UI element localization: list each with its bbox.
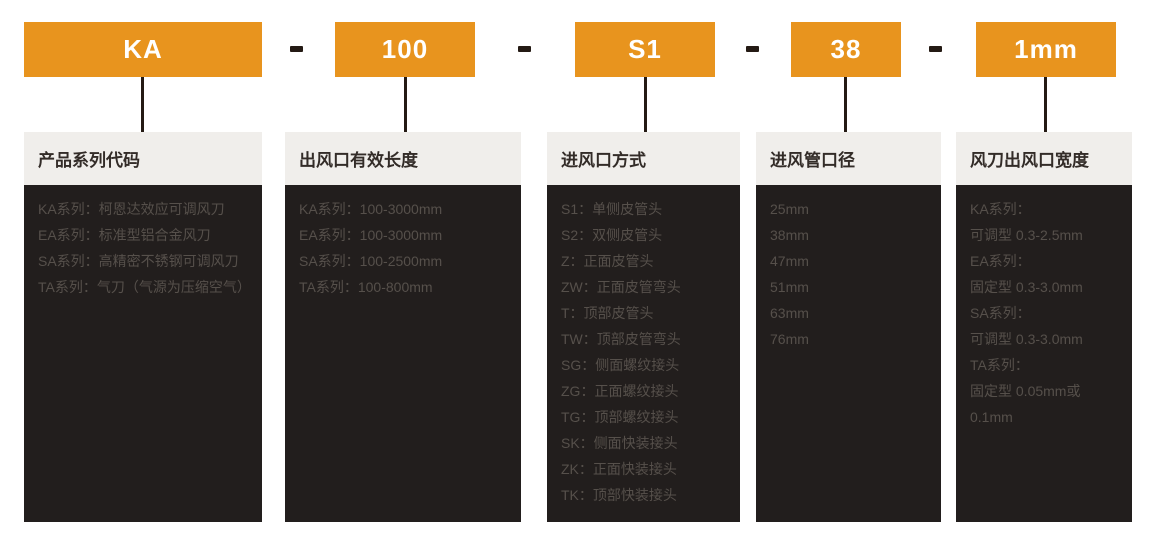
spec-line: EA系列：标准型铝合金风刀	[38, 227, 211, 243]
panel-outlet-width: 风刀出风口宽度 KA系列： 可调型 0.3-2.5mm EA系列： 固定型 0.3-3…	[956, 132, 1132, 522]
code-segment-length: 100	[335, 22, 475, 77]
panel-spec-list: KA系列：100-3000mm EA系列：100-3000mm SA系列：100-2…	[285, 185, 521, 522]
spec-line: T：顶部皮管头	[561, 305, 654, 321]
spec-line: S1：单侧皮管头	[561, 201, 663, 217]
connector-line	[844, 77, 847, 132]
spec-line: SA系列：	[970, 305, 1031, 321]
spec-line: KA系列：	[970, 201, 1031, 217]
code-separator	[746, 46, 759, 52]
spec-line: TW：顶部皮管弯头	[561, 331, 681, 347]
spec-line: EA系列：100-3000mm	[299, 227, 443, 243]
panel-outlet-effective-length: 出风口有效长度 KA系列：100-3000mm EA系列：100-3000mm SA…	[285, 132, 521, 522]
spec-line: TG：顶部螺纹接头	[561, 409, 679, 425]
panel-title: 进风管口径	[756, 132, 941, 185]
spec-line: TA系列：100-800mm	[299, 279, 433, 295]
code-separator	[290, 46, 303, 52]
connector-line	[141, 77, 144, 132]
spec-line: Z：正面皮管头	[561, 253, 654, 269]
panel-spec-list: KA系列： 可调型 0.3-2.5mm EA系列： 固定型 0.3-3.0mm SA系列…	[956, 185, 1132, 522]
connector-line	[1044, 77, 1047, 132]
panel-title: 出风口有效长度	[285, 132, 521, 185]
spec-line: TA系列：	[970, 357, 1029, 373]
connector-line	[644, 77, 647, 132]
code-segment-outlet-width: 1mm	[976, 22, 1116, 77]
spec-line: EA系列：	[970, 253, 1031, 269]
spec-line: 0.1mm	[970, 409, 1013, 425]
spec-line: 63mm	[770, 305, 809, 321]
spec-line: 25mm	[770, 201, 809, 217]
spec-line: 47mm	[770, 253, 809, 269]
spec-line: TK：顶部快装接头	[561, 487, 677, 503]
spec-line: TA系列：气刀（气源为压缩空气）	[38, 279, 251, 295]
spec-line: 51mm	[770, 279, 809, 295]
code-separator	[518, 46, 531, 52]
panel-title: 进风口方式	[547, 132, 740, 185]
spec-line: 38mm	[770, 227, 809, 243]
panel-title: 风刀出风口宽度	[956, 132, 1132, 185]
connector-line	[404, 77, 407, 132]
spec-line: 固定型 0.05mm或	[970, 383, 1081, 399]
panel-spec-list: KA系列：柯恩达效应可调风刀 EA系列：标准型铝合金风刀 SA系列：高精密不锈钢可调…	[24, 185, 262, 522]
panel-spec-list: 25mm 38mm 47mm 51mm 63mm 76mm	[756, 185, 941, 522]
spec-line: S2：双侧皮管头	[561, 227, 663, 243]
spec-line: SA系列：100-2500mm	[299, 253, 443, 269]
spec-line: SK：侧面快装接头	[561, 435, 678, 451]
spec-line: 固定型 0.3-3.0mm	[970, 279, 1083, 295]
spec-line: ZW：正面皮管弯头	[561, 279, 681, 295]
spec-line: SG：侧面螺纹接头	[561, 357, 680, 373]
panel-inlet-type: 进风口方式 S1：单侧皮管头 S2：双侧皮管头 Z：正面皮管头 ZW：正面皮管弯头 T：…	[547, 132, 740, 522]
spec-line: SA系列：高精密不锈钢可调风刀	[38, 253, 239, 269]
spec-line: 可调型 0.3-3.0mm	[970, 331, 1083, 347]
panel-title: 产品系列代码	[24, 132, 262, 185]
spec-line: 可调型 0.3-2.5mm	[970, 227, 1083, 243]
spec-line: 76mm	[770, 331, 809, 347]
code-separator	[929, 46, 942, 52]
code-segment-inlet-type: S1	[575, 22, 715, 77]
code-segment-pipe-diameter: 38	[791, 22, 901, 77]
spec-line: KA系列：柯恩达效应可调风刀	[38, 201, 225, 217]
panel-inlet-pipe-diameter: 进风管口径 25mm 38mm 47mm 51mm 63mm 76mm	[756, 132, 941, 522]
panel-product-series: 产品系列代码 KA系列：柯恩达效应可调风刀 EA系列：标准型铝合金风刀 SA系列：高…	[24, 132, 262, 522]
spec-line: ZK：正面快装接头	[561, 461, 677, 477]
spec-line: KA系列：100-3000mm	[299, 201, 443, 217]
panel-spec-list: S1：单侧皮管头 S2：双侧皮管头 Z：正面皮管头 ZW：正面皮管弯头 T：顶部皮管头 T…	[547, 185, 740, 522]
code-segment-series: KA	[24, 22, 262, 77]
spec-line: ZG：正面螺纹接头	[561, 383, 679, 399]
